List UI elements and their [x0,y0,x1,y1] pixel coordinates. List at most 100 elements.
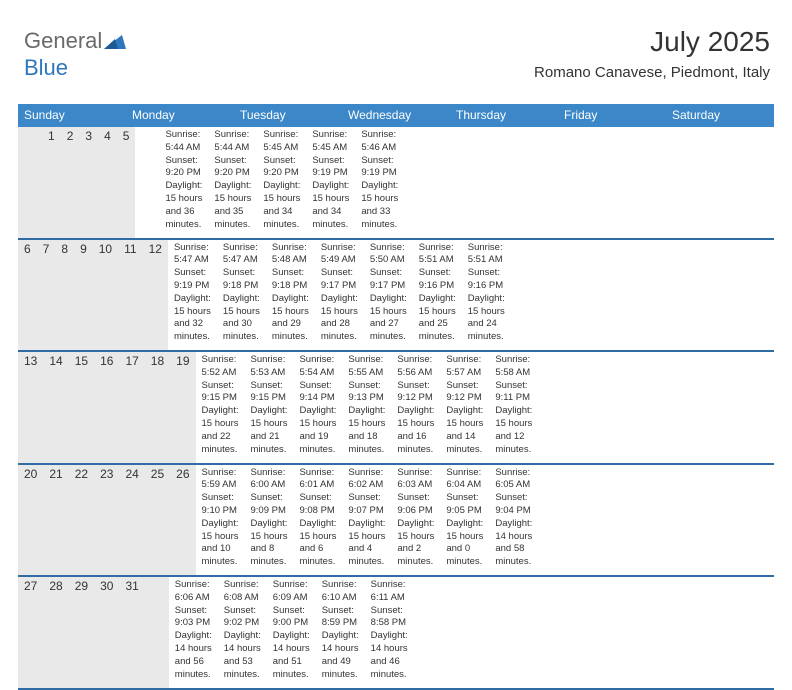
daylight-line: and 30 minutes. [223,318,260,344]
body-row: Sunrise: 6:06 AMSunset: 9:03 PMDaylight:… [169,577,438,688]
header-right: July 2025 Romano Canavese, Piedmont, Ita… [534,26,770,81]
body-row: Sunrise: 5:59 AMSunset: 9:10 PMDaylight:… [196,465,539,576]
day-cell: Sunrise: 5:50 AMSunset: 9:17 PMDaylight:… [364,240,413,351]
daylight-line: and 24 minutes. [468,318,505,344]
day-cell: Sunrise: 5:51 AMSunset: 9:16 PMDaylight:… [462,240,511,351]
day-number: 24 [119,465,144,576]
day-number: 10 [93,240,118,351]
daylight-line: Daylight: 15 hours [397,518,434,544]
body-row: Sunrise: 5:52 AMSunset: 9:15 PMDaylight:… [196,352,539,463]
daylight-line: Daylight: 15 hours [223,293,260,319]
daylight-line: Daylight: 15 hours [250,518,287,544]
day-cell: Sunrise: 5:52 AMSunset: 9:15 PMDaylight:… [196,352,245,463]
day-number: 17 [119,352,144,463]
day-number: 23 [94,465,119,576]
daylight-line: Daylight: 15 hours [272,293,309,319]
sunrise-line: Sunrise: 5:44 AM [165,129,202,155]
daylight-line: Daylight: 15 hours [468,293,505,319]
day-cell: Sunrise: 5:47 AMSunset: 9:18 PMDaylight:… [217,240,266,351]
sunrise-line: Sunrise: 6:11 AM [371,579,408,605]
sunrise-line: Sunrise: 5:54 AM [299,354,336,380]
sunrise-line: Sunrise: 5:59 AM [202,467,239,493]
daylight-line: and 14 minutes. [446,431,483,457]
day-cell [135,127,147,238]
sunset-line: Sunset: 9:18 PM [223,267,260,293]
day-number: 18 [145,352,170,463]
week: 6789101112Sunrise: 5:47 AMSunset: 9:19 P… [18,240,774,353]
sunrise-line: Sunrise: 5:46 AM [361,129,398,155]
day-number: 30 [94,577,119,688]
daylight-line: and 21 minutes. [250,431,287,457]
day-number: 28 [43,577,68,688]
sunset-line: Sunset: 9:05 PM [446,492,483,518]
sunrise-line: Sunrise: 6:10 AM [322,579,359,605]
logo-word1: General [24,28,102,53]
daylight-line: and 4 minutes. [348,543,385,569]
daylight-line: and 12 minutes. [495,431,532,457]
day-cell: Sunrise: 5:51 AMSunset: 9:16 PMDaylight:… [413,240,462,351]
sunrise-line: Sunrise: 5:55 AM [348,354,385,380]
page-subtitle: Romano Canavese, Piedmont, Italy [534,64,770,81]
daylight-line: and 33 minutes. [361,206,398,232]
daylight-line: Daylight: 14 hours [175,630,212,656]
dow-wednesday: Wednesday [342,104,450,127]
daylight-line: Daylight: 15 hours [299,405,336,431]
sunrise-line: Sunrise: 5:45 AM [263,129,300,155]
daylight-line: Daylight: 15 hours [397,405,434,431]
day-cell: Sunrise: 5:49 AMSunset: 9:17 PMDaylight:… [315,240,364,351]
week: 20212223242526Sunrise: 5:59 AMSunset: 9:… [18,465,774,578]
body-row: Sunrise: 5:44 AMSunset: 9:20 PMDaylight:… [135,127,404,238]
daylight-line: and 49 minutes. [322,656,359,682]
sunrise-line: Sunrise: 5:58 AM [495,354,532,380]
daylight-line: and 53 minutes. [224,656,261,682]
week: 12345Sunrise: 5:44 AMSunset: 9:20 PMDayl… [18,127,774,240]
day-number: 8 [55,240,74,351]
sunset-line: Sunset: 9:20 PM [263,155,300,181]
daylight-line: Daylight: 15 hours [321,293,358,319]
daylight-line: and 58 minutes. [495,543,532,569]
day-cell: Sunrise: 6:00 AMSunset: 9:09 PMDaylight:… [244,465,293,576]
day-cell: Sunrise: 5:45 AMSunset: 9:19 PMDaylight:… [306,127,355,238]
day-cell: Sunrise: 6:04 AMSunset: 9:05 PMDaylight:… [440,465,489,576]
daylight-line: Daylight: 15 hours [446,405,483,431]
day-number: 15 [69,352,94,463]
daylight-line: Daylight: 15 hours [165,180,202,206]
sunset-line: Sunset: 9:20 PM [165,155,202,181]
sunset-line: Sunset: 9:19 PM [312,155,349,181]
daylight-line: Daylight: 15 hours [202,405,239,431]
dow-monday: Monday [126,104,234,127]
sunrise-line: Sunrise: 6:08 AM [224,579,261,605]
sunset-line: Sunset: 9:02 PM [224,605,261,631]
daylight-line: Daylight: 15 hours [419,293,456,319]
day-number: 16 [94,352,119,463]
day-number: 12 [143,240,168,351]
page-title: July 2025 [534,26,770,58]
sunset-line: Sunset: 8:58 PM [371,605,408,631]
day-cell: Sunrise: 5:44 AMSunset: 9:20 PMDaylight:… [159,127,208,238]
daylight-line: and 10 minutes. [202,543,239,569]
sunset-line: Sunset: 9:13 PM [348,380,385,406]
sunset-line: Sunset: 9:16 PM [419,267,456,293]
daynum-row: 13141516171819 [18,352,196,463]
sunrise-line: Sunrise: 5:47 AM [223,242,260,268]
day-number: 21 [43,465,68,576]
sunset-line: Sunset: 9:19 PM [361,155,398,181]
daylight-line: and 2 minutes. [397,543,434,569]
daylight-line: Daylight: 15 hours [299,518,336,544]
daylight-line: and 34 minutes. [263,206,300,232]
logo-triangle-icon [104,29,126,55]
day-cell: Sunrise: 5:57 AMSunset: 9:12 PMDaylight:… [440,352,489,463]
day-number: 13 [18,352,43,463]
weeks-container: 12345Sunrise: 5:44 AMSunset: 9:20 PMDayl… [18,127,774,690]
sunrise-line: Sunrise: 5:51 AM [419,242,456,268]
day-cell: Sunrise: 5:55 AMSunset: 9:13 PMDaylight:… [342,352,391,463]
day-number: 27 [18,577,43,688]
daylight-line: and 46 minutes. [371,656,408,682]
daylight-line: and 28 minutes. [321,318,358,344]
daylight-line: Daylight: 15 hours [214,180,251,206]
day-number: 3 [79,127,98,238]
daylight-line: Daylight: 15 hours [202,518,239,544]
sunset-line: Sunset: 9:09 PM [250,492,287,518]
sunset-line: Sunset: 9:12 PM [446,380,483,406]
daylight-line: and 19 minutes. [299,431,336,457]
